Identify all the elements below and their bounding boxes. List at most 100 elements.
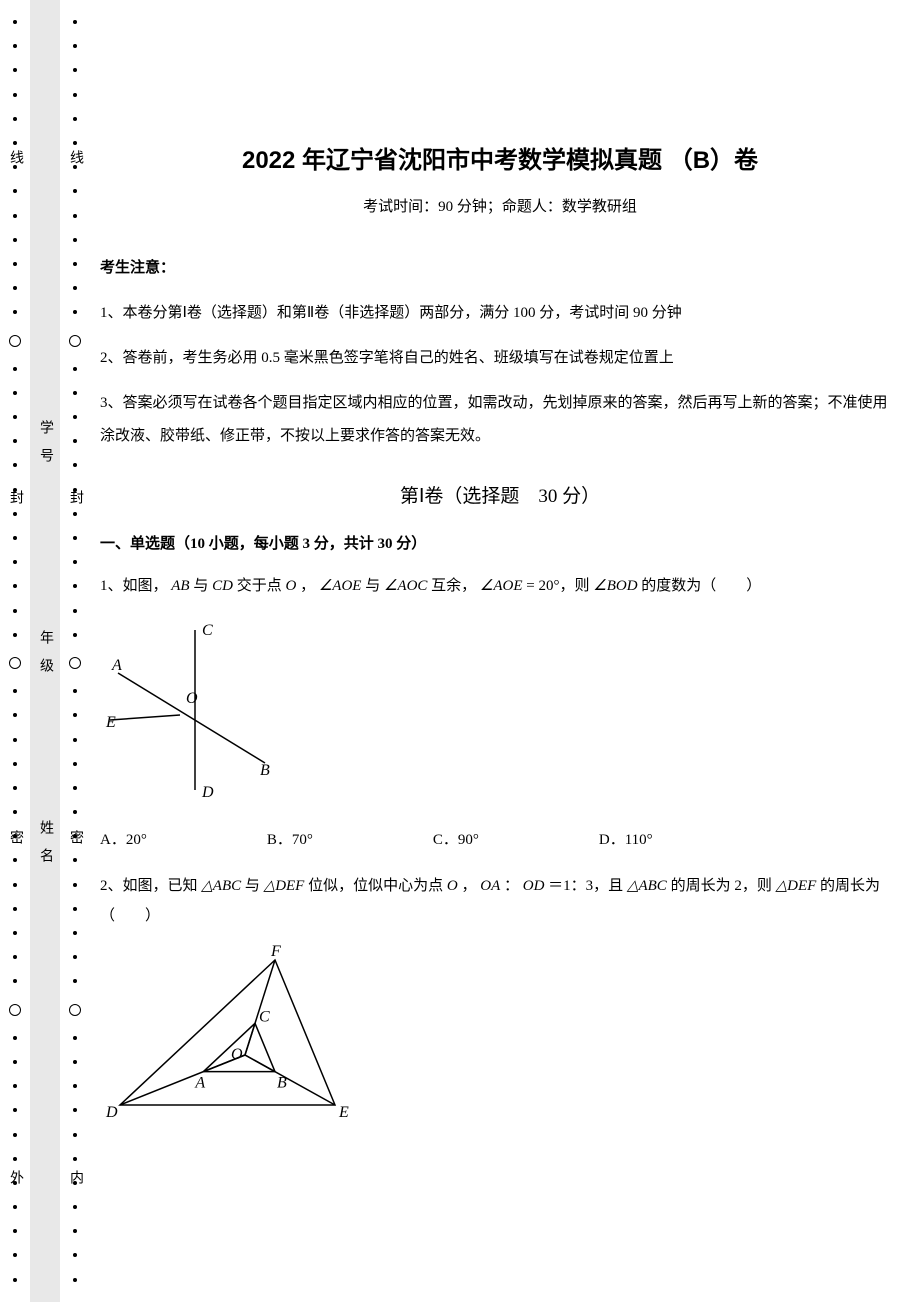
binding-dot	[13, 810, 17, 814]
q2-seg: ：	[504, 878, 519, 894]
q1-seg: 与	[193, 578, 212, 594]
binding-dot	[13, 1157, 17, 1161]
binding-dot	[13, 931, 17, 935]
binding-dot	[13, 310, 17, 314]
binding-dot	[13, 713, 17, 717]
binding-label: 封	[5, 490, 25, 504]
binding-dot	[73, 93, 77, 97]
svg-text:C: C	[202, 622, 213, 639]
binding-dot	[13, 858, 17, 862]
binding-dot	[13, 689, 17, 693]
binding-dot	[73, 214, 77, 218]
question-1-options: A．20° B．70° C．90° D．110°	[100, 828, 900, 849]
question-1-text: 1、如图， AB 与 CD 交于点 O ， ∠AOE 与 ∠AOC 互余， ∠A…	[100, 571, 900, 601]
q2-t2b: △DEF	[776, 878, 817, 894]
option-b: B．70°	[267, 828, 313, 849]
binding-dot	[73, 609, 77, 613]
binding-dot	[73, 44, 77, 48]
binding-dot	[13, 738, 17, 742]
binding-label: 线	[5, 150, 25, 164]
binding-dot	[13, 609, 17, 613]
binding-dot	[13, 44, 17, 48]
notice-item: 1、本卷分第Ⅰ卷（选择题）和第Ⅱ卷（非选择题）两部分，满分 100 分，考试时间…	[100, 297, 900, 330]
binding-dot	[13, 415, 17, 419]
binding-dot	[73, 786, 77, 790]
q1-aoc: ∠AOC	[384, 578, 427, 594]
svg-text:F: F	[270, 945, 281, 960]
q1-seg: 交于点	[237, 578, 286, 594]
binding-dot	[73, 1278, 77, 1282]
q1-o: O	[285, 578, 296, 594]
binding-dot	[13, 955, 17, 959]
binding-grey-label: 年 级	[35, 630, 55, 672]
binding-dot	[13, 1205, 17, 1209]
binding-label: 线	[65, 150, 85, 164]
binding-circle	[69, 1004, 81, 1016]
binding-grey-label: 姓 名	[35, 820, 55, 862]
option-c: C．90°	[433, 828, 479, 849]
binding-dot	[73, 979, 77, 983]
binding-dot	[13, 1253, 17, 1257]
binding-dot	[73, 286, 77, 290]
binding-dot	[73, 1157, 77, 1161]
svg-text:O: O	[231, 1046, 243, 1063]
binding-dot	[73, 262, 77, 266]
binding-dot	[73, 1084, 77, 1088]
q1-seg: 互余，	[431, 578, 476, 594]
binding-dot	[73, 165, 77, 169]
q2-seg: 与	[245, 878, 264, 894]
binding-circle	[69, 657, 81, 669]
figure-2-svg: DEFABCO	[100, 945, 360, 1125]
q1-seg: 与	[365, 578, 384, 594]
option-a: A．20°	[100, 828, 147, 849]
binding-dot	[13, 1036, 17, 1040]
binding-dot	[13, 165, 17, 169]
svg-text:D: D	[201, 784, 214, 801]
binding-circle	[9, 657, 21, 669]
binding-dot	[73, 189, 77, 193]
q1-seg: ，	[300, 578, 315, 594]
binding-dot	[73, 883, 77, 887]
svg-text:O: O	[186, 690, 198, 707]
svg-text:B: B	[260, 762, 270, 779]
binding-dot	[13, 238, 17, 242]
question-section-head: 一、单选题（10 小题，每小题 3 分，共计 30 分）	[100, 532, 900, 553]
binding-dot	[73, 141, 77, 145]
binding-dot	[73, 762, 77, 766]
q1-seg: = 20°，则	[526, 578, 593, 594]
binding-dot	[13, 68, 17, 72]
page-content: 2022 年辽宁省沈阳市中考数学模拟真题 （B）卷 考试时间：90 分钟；命题人…	[100, 0, 900, 1148]
svg-text:E: E	[338, 1104, 349, 1121]
question-2-figure: DEFABCO	[100, 945, 900, 1130]
binding-dot	[13, 536, 17, 540]
binding-dot	[73, 1205, 77, 1209]
binding-dot	[73, 1133, 77, 1137]
binding-circle	[9, 335, 21, 347]
binding-label: 密	[5, 830, 25, 844]
binding-dot	[13, 189, 17, 193]
binding-dot	[73, 463, 77, 467]
binding-dot	[73, 512, 77, 516]
binding-dot	[13, 391, 17, 395]
binding-dot	[73, 439, 77, 443]
binding-dot	[13, 786, 17, 790]
binding-dot	[13, 907, 17, 911]
binding-dot	[13, 463, 17, 467]
binding-dot	[73, 68, 77, 72]
notice-item: 3、答案必须写在试卷各个题目指定区域内相应的位置，如需改动，先划掉原来的答案，然…	[100, 387, 900, 453]
binding-dot	[73, 117, 77, 121]
q1-seg: 的度数为（ ）	[641, 578, 761, 594]
binding-dot	[73, 633, 77, 637]
q2-t1: △ABC	[201, 878, 241, 894]
binding-dot	[13, 1084, 17, 1088]
inner-dot-column: 线封密内	[60, 0, 90, 1302]
binding-dot	[13, 141, 17, 145]
binding-dot	[13, 20, 17, 24]
binding-circle	[69, 335, 81, 347]
binding-dot	[13, 214, 17, 218]
binding-dot	[13, 883, 17, 887]
q1-ab: AB	[171, 578, 189, 594]
svg-text:A: A	[194, 1075, 205, 1092]
binding-dot	[73, 310, 77, 314]
q2-od: OD	[523, 878, 545, 894]
